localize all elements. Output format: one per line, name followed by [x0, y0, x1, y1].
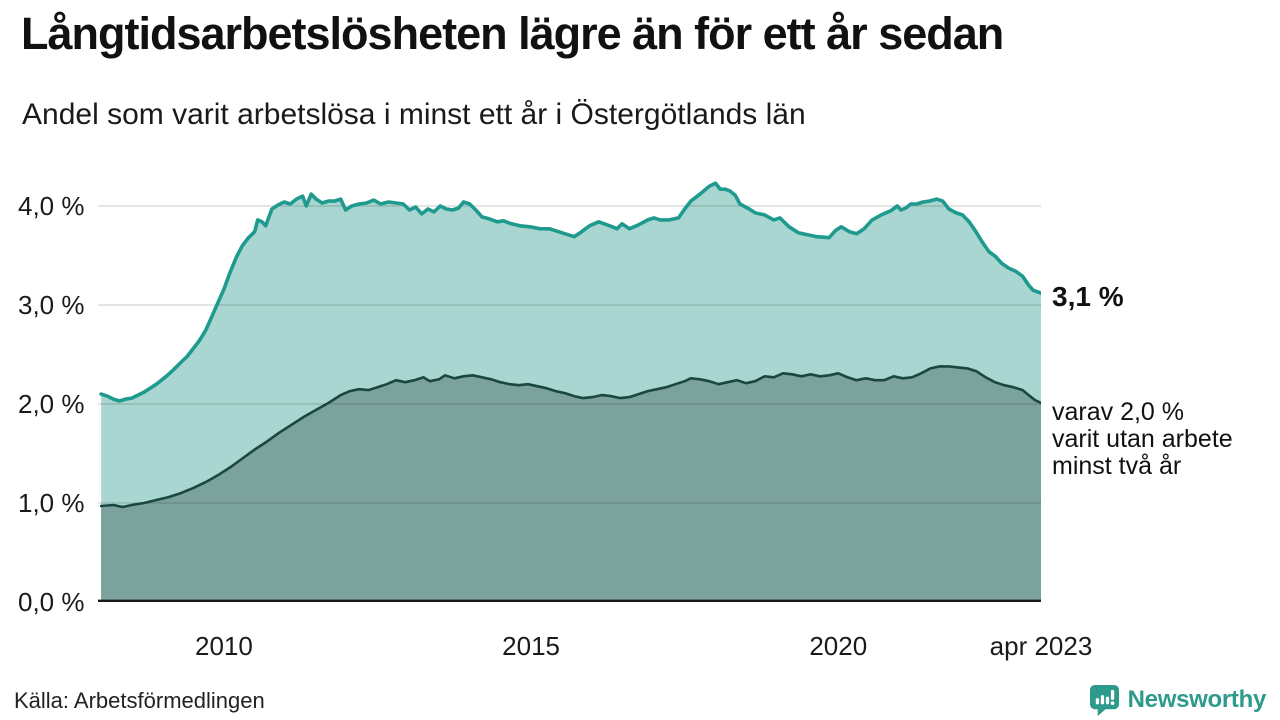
- two-year-annotation: varav 2,0 % varit utan arbete minst två …: [1052, 399, 1233, 480]
- area-unemployed-two-years: [101, 366, 1041, 602]
- y-tick-label-2: 2,0 %: [18, 389, 85, 419]
- page-subtitle: Andel som varit arbetslösa i minst ett å…: [22, 98, 806, 131]
- page-title: Långtidsarbetslösheten lägre än för ett …: [21, 8, 1004, 59]
- source-note: Källa: Arbetsförmedlingen: [14, 688, 265, 713]
- two-year-annotation-line1: varav 2,0 %: [1052, 398, 1185, 426]
- y-tick-label-3: 3,0 %: [18, 290, 85, 320]
- chart-plot-area: [98, 175, 1041, 604]
- line-unemployed-one-year: [99, 181, 1041, 403]
- x-tick-label-2010: 2010: [195, 631, 253, 661]
- two-year-annotation-line2: varit utan arbete: [1052, 425, 1233, 453]
- x-tick-label-2015: 2015: [502, 631, 561, 661]
- latest-value-label: 3,1 %: [1052, 281, 1124, 312]
- area-chart: [98, 181, 1041, 602]
- newsworthy-branding: Newsworthy: [1089, 683, 1266, 717]
- line-unemployed-two-years: [99, 365, 1041, 509]
- y-tick-label-0: 0,0 %: [18, 587, 85, 617]
- x-tick-label-2020: 2020: [809, 631, 868, 661]
- gridlines: [98, 205, 1041, 504]
- newsworthy-logo-icon: [1089, 684, 1120, 717]
- two-year-annotation-line3: minst två år: [1052, 452, 1182, 480]
- y-tick-label-4: 4,0 %: [18, 191, 85, 221]
- x-tick-label-apr-2023: apr 2023: [989, 631, 1093, 661]
- newsworthy-wordmark: Newsworthy: [1127, 686, 1267, 713]
- y-tick-label-1: 1,0 %: [18, 488, 85, 518]
